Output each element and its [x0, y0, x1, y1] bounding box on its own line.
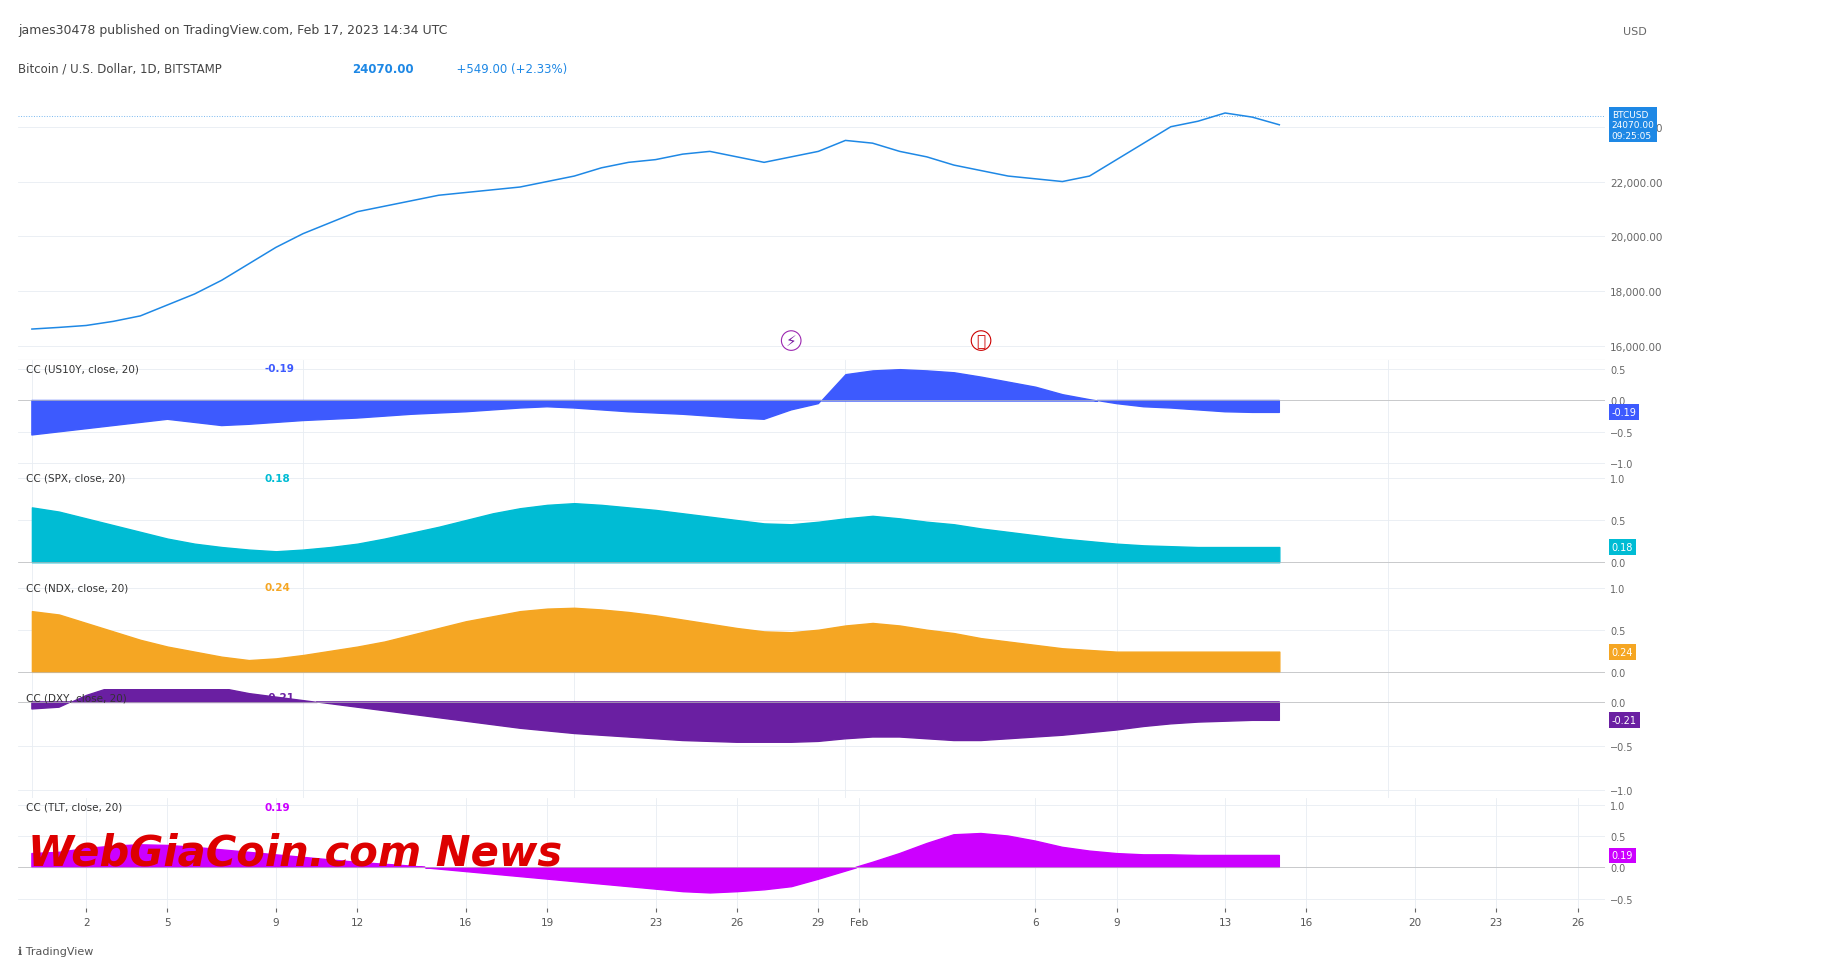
- Text: CC (TLT, close, 20): CC (TLT, close, 20): [26, 801, 123, 812]
- Text: 24070.00: 24070.00: [352, 62, 414, 76]
- Text: ⚡: ⚡: [785, 333, 796, 349]
- Text: -0.21: -0.21: [264, 692, 293, 702]
- Text: 0.19: 0.19: [264, 801, 290, 812]
- Text: BTCUSD
24070.00
09:25:05: BTCUSD 24070.00 09:25:05: [1612, 111, 1654, 140]
- Text: 0.19: 0.19: [1612, 850, 1632, 860]
- Text: -0.19: -0.19: [264, 363, 293, 374]
- Text: CC (SPX, close, 20): CC (SPX, close, 20): [26, 473, 127, 483]
- Text: -0.21: -0.21: [1612, 716, 1636, 726]
- Text: ℹ TradingView: ℹ TradingView: [18, 946, 94, 956]
- Text: 0.24: 0.24: [1612, 647, 1634, 657]
- Text: 0.18: 0.18: [264, 473, 290, 483]
- Text: -0.19: -0.19: [1612, 408, 1636, 418]
- Text: 🔵: 🔵: [976, 333, 985, 349]
- Text: CC (DXY, close, 20): CC (DXY, close, 20): [26, 692, 127, 702]
- Text: WebGiaCoin.com News: WebGiaCoin.com News: [28, 832, 561, 874]
- Text: +549.00 (+2.33%): +549.00 (+2.33%): [449, 62, 567, 76]
- Text: 0.24: 0.24: [264, 582, 290, 593]
- Text: CC (US10Y, close, 20): CC (US10Y, close, 20): [26, 363, 139, 374]
- Text: CC (NDX, close, 20): CC (NDX, close, 20): [26, 582, 128, 593]
- Text: james30478 published on TradingView.com, Feb 17, 2023 14:34 UTC: james30478 published on TradingView.com,…: [18, 24, 447, 37]
- Text: Bitcoin / U.S. Dollar, 1D, BITSTAMP: Bitcoin / U.S. Dollar, 1D, BITSTAMP: [18, 62, 229, 76]
- Text: 0.18: 0.18: [1612, 542, 1632, 553]
- Text: USD: USD: [1623, 27, 1647, 37]
